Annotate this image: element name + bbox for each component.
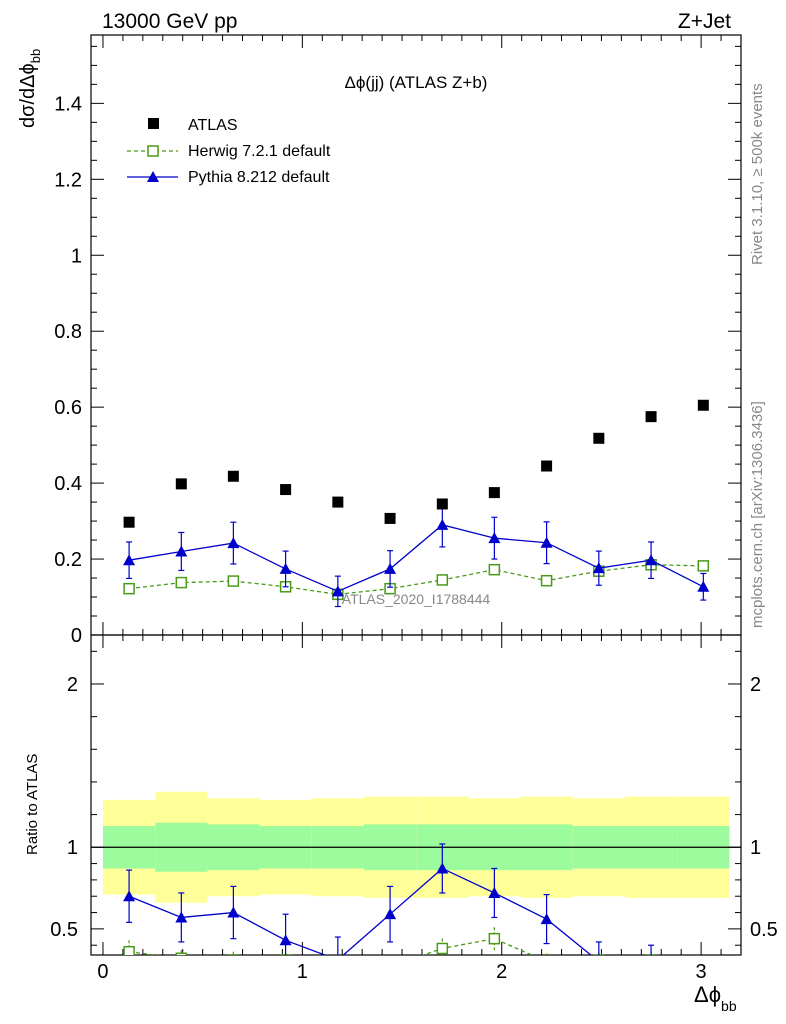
pythia-ratio-point (123, 890, 136, 902)
y-tick-label-4: 0.8 (54, 321, 82, 343)
pythia-point (488, 532, 501, 544)
pythia-point (384, 562, 397, 574)
atlas-point (697, 399, 709, 411)
ratio-tick-label-left-0: 0.5 (50, 919, 78, 941)
pythia-point (279, 562, 292, 574)
x-tick-label-0: 0 (97, 961, 108, 983)
atlas-point (645, 411, 657, 423)
herwig-ratio-point (175, 952, 188, 955)
rivet-label: Rivet 3.1.10, ≥ 500k events (749, 83, 766, 265)
pythia-line (128, 524, 704, 593)
axis-ticks: 0 1 2 3 0 0.2 0.4 0.6 0.8 1 1.2 1.4 0.5 0.5 1 1 2 2 (50, 35, 778, 983)
pythia-ratio-point (384, 908, 397, 920)
pythia-ratio-point (279, 934, 292, 946)
ratio-uncertainty-bands (91, 791, 741, 903)
legend-pythia-label: Pythia 8.212 default (188, 169, 330, 186)
legend-atlas-label: ATLAS (188, 117, 238, 134)
ratio-tick-label-left-2: 2 (67, 674, 78, 696)
x-tick-label-2: 2 (496, 961, 507, 983)
ratio-y-axis-label: Ratio to ATLAS (24, 754, 41, 855)
pythia-point (227, 537, 240, 549)
y-tick-label-3: 0.6 (54, 397, 82, 419)
mcplots-label: mcplots.cern.ch [arXiv:1306.3436] (749, 401, 766, 628)
atlas-point (227, 470, 239, 482)
y-tick-label-0: 0 (71, 625, 82, 647)
pythia-ratio-point (337, 953, 339, 955)
atlas-point (175, 478, 187, 490)
ratio-tick-label-right-0: 0.5 (750, 919, 778, 941)
pythia-ratio-point (488, 886, 501, 898)
pythia-ratio-point (645, 956, 657, 967)
pythia-ratio-line (128, 867, 592, 955)
pythia-point (436, 518, 449, 530)
x-tick-label-3: 3 (696, 961, 707, 983)
y-tick-label-2: 0.4 (54, 473, 82, 495)
ratio-marks (123, 843, 657, 971)
y-tick-label-6: 1.2 (54, 169, 82, 191)
header-right: Z+Jet (678, 10, 731, 33)
pythia-point (540, 536, 553, 548)
legend-pythia-marker (147, 171, 159, 182)
atlas-point (436, 498, 448, 510)
chart-title: Δϕ(jj) (ATLAS Z+b) (345, 73, 488, 92)
pythia-ratio-point (540, 913, 553, 925)
pythia-point (123, 554, 136, 566)
herwig-line (129, 564, 704, 596)
atlas-point (332, 496, 344, 508)
atlas-point (123, 516, 135, 528)
legend-atlas-marker (148, 118, 159, 129)
y-tick-label-1: 0.2 (54, 549, 82, 571)
herwig-ratio-point (279, 954, 292, 955)
herwig-ratio-point (123, 945, 135, 955)
herwig-point (697, 560, 710, 572)
atlas-point (280, 484, 292, 496)
ratio-tick-label-right-2: 2 (750, 674, 761, 696)
ratio-panel-frame (90, 634, 742, 956)
herwig-point (123, 582, 135, 595)
herwig-ratio-point (227, 954, 240, 955)
pythia-point (175, 545, 188, 557)
atlas-point (593, 432, 605, 444)
pythia-point (645, 554, 658, 566)
herwig-point (227, 575, 240, 587)
legend: ATLAS Herwig 7.2.1 default Pythia 8.212 … (127, 117, 331, 186)
ratio-tick-label-right-1: 1 (750, 837, 761, 859)
herwig-ratio-point (333, 958, 343, 968)
pythia-point (331, 585, 344, 597)
atlas-point (384, 512, 396, 524)
x-tick-label-1: 1 (297, 961, 308, 983)
herwig-point (540, 574, 553, 587)
pythia-ratio-point (175, 911, 188, 923)
ratio-tick-label-left-1: 1 (67, 837, 78, 859)
pythia-point (592, 562, 605, 574)
herwig-ratio-point (436, 942, 449, 955)
y-tick-label-7: 1.4 (54, 93, 82, 115)
herwig-point (175, 576, 188, 589)
pythia-ratio-point (593, 956, 605, 967)
herwig-point (488, 563, 501, 576)
herwig-ratio-point (542, 957, 552, 967)
atlas-point (488, 487, 500, 499)
pythia-point (697, 580, 710, 592)
legend-herwig-label: Herwig 7.2.1 default (188, 143, 331, 160)
legend-herwig-marker (147, 145, 159, 157)
herwig-point (436, 574, 449, 586)
atlas-point (541, 460, 553, 472)
y-axis-label: dσ/dΔϕbb (17, 49, 43, 128)
herwig-ratio-point (488, 932, 501, 945)
x-axis-label: Δϕbb (694, 982, 737, 1014)
herwig-ratio-point (593, 954, 605, 955)
y-tick-label-5: 1 (71, 245, 82, 267)
herwig-ratio-point (645, 954, 657, 955)
analysis-label: ATLAS_2020_I1788444 (342, 591, 491, 607)
pythia-ratio-point (436, 862, 449, 874)
header-left: 13000 GeV pp (102, 10, 237, 33)
pythia-ratio-point (227, 906, 240, 918)
herwig-ratio-line (129, 937, 534, 955)
herwig-ratio-point (385, 961, 395, 971)
data-marks (123, 399, 710, 971)
